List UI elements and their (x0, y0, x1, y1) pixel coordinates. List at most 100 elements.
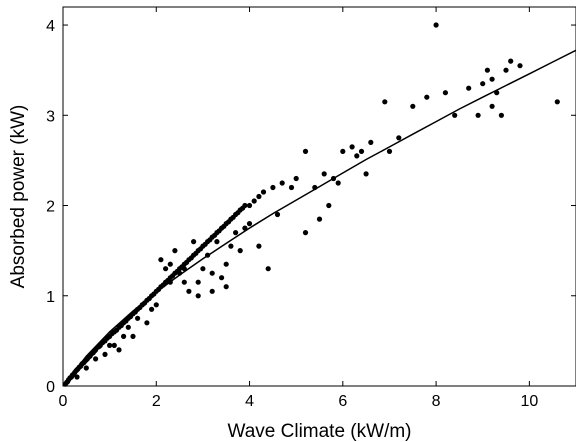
data-point (167, 261, 173, 267)
x-tick-label: 8 (432, 393, 441, 410)
data-point (186, 288, 192, 294)
x-tick-label: 4 (245, 393, 254, 410)
data-point (494, 90, 500, 96)
data-point (102, 351, 108, 357)
data-point (144, 320, 150, 326)
data-point (223, 261, 229, 267)
data-point (111, 342, 117, 348)
data-point (433, 22, 439, 28)
data-point (167, 279, 173, 285)
data-point (233, 230, 239, 236)
data-point (260, 189, 267, 195)
data-point (125, 324, 131, 330)
data-point (288, 184, 295, 191)
data-point (265, 266, 271, 272)
data-point (424, 94, 430, 100)
x-axis-label: Wave Climate (kW/m) (227, 421, 411, 442)
data-point (270, 184, 276, 191)
data-point (363, 171, 369, 177)
data-point (181, 266, 187, 272)
data-point (508, 58, 514, 64)
data-point (335, 180, 341, 186)
data-point (251, 198, 257, 204)
data-point (83, 365, 89, 371)
data-point (219, 275, 225, 281)
y-tick-label: 0 (46, 379, 55, 396)
data-point (191, 239, 197, 245)
y-tick-label: 1 (46, 289, 55, 306)
data-point (452, 112, 458, 118)
data-point (340, 148, 346, 154)
plot-frame (62, 6, 576, 387)
data-point (358, 148, 365, 154)
data-point (279, 180, 285, 186)
data-point (396, 135, 402, 141)
data-point (163, 266, 169, 272)
data-point (228, 243, 234, 249)
data-point (242, 202, 248, 209)
data-point (158, 257, 164, 263)
y-tick-label: 2 (46, 199, 55, 216)
data-point (107, 342, 113, 348)
data-point (517, 63, 523, 69)
data-point (330, 175, 337, 182)
data-point (503, 67, 509, 73)
data-point (121, 333, 127, 339)
data-point (316, 216, 323, 222)
x-tick-label: 6 (338, 393, 347, 410)
data-point (554, 99, 560, 105)
data-point (181, 279, 187, 285)
data-point (386, 148, 393, 154)
y-tick-label: 4 (46, 18, 55, 35)
data-point (149, 306, 155, 312)
data-point (368, 139, 374, 145)
data-point (153, 302, 159, 308)
data-point (177, 270, 183, 276)
data-point (223, 284, 229, 290)
data-point (116, 347, 122, 353)
data-point (489, 103, 495, 109)
data-point (139, 302, 145, 308)
data-point (256, 243, 262, 249)
data-point (93, 356, 99, 362)
data-point (172, 248, 178, 254)
data-point (312, 184, 318, 191)
data-point (326, 202, 332, 209)
data-point (354, 153, 360, 159)
data-point (302, 148, 309, 154)
x-tick-label: 10 (520, 393, 538, 410)
data-point (442, 90, 448, 96)
data-point (466, 85, 472, 91)
data-point (200, 266, 206, 272)
x-tick-label: 2 (152, 393, 161, 410)
y-axis-label: Absorbed power (kW) (8, 105, 29, 289)
data-point (498, 112, 504, 118)
data-point (321, 171, 327, 177)
data-point (480, 81, 486, 87)
data-point (209, 270, 215, 276)
y-tick-label: 3 (46, 108, 55, 125)
data-point (349, 144, 355, 150)
data-point (302, 230, 309, 236)
data-point (382, 99, 388, 105)
data-point (246, 221, 253, 227)
data-point (489, 76, 495, 82)
data-point (195, 293, 201, 299)
data-point (130, 333, 136, 339)
data-point (293, 175, 299, 182)
data-point (195, 279, 201, 285)
data-point (205, 252, 211, 258)
data-point (214, 239, 220, 245)
data-point (135, 315, 141, 321)
x-tick-label: 0 (59, 393, 68, 410)
data-point (246, 202, 253, 209)
data-point (256, 193, 262, 200)
data-point (74, 374, 80, 380)
data-point (484, 67, 490, 73)
data-point (410, 103, 416, 109)
data-point (274, 211, 281, 218)
data-point (475, 112, 481, 118)
data-point (209, 288, 215, 294)
data-point (242, 225, 248, 231)
